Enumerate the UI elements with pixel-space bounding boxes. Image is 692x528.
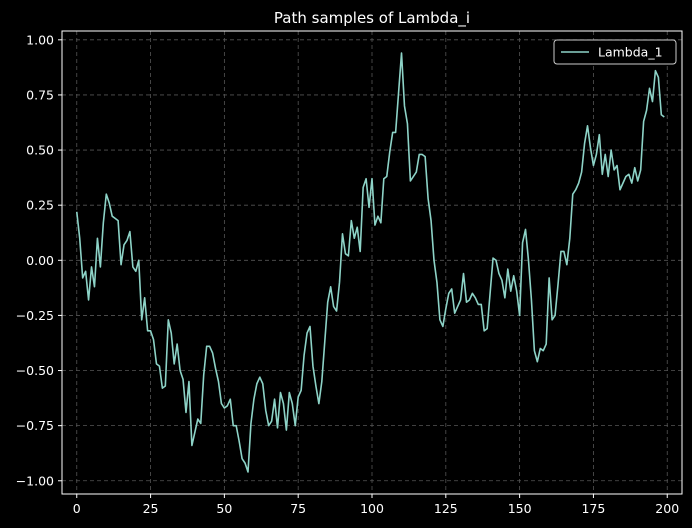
- x-tick-label: 200: [655, 501, 679, 516]
- plot-frame: [61, 30, 683, 495]
- legend-box: [553, 39, 677, 65]
- y-tick-label: −0.75: [16, 418, 54, 433]
- y-tick-label: 0.75: [26, 87, 54, 102]
- grid: [62, 31, 682, 494]
- legend-label-lambda-1: Lambda_1: [598, 45, 663, 60]
- series-line-lambda-1: [75, 52, 665, 473]
- y-axis: −1.00 −0.75 −0.50 −0.25 0.00 0.25 0.50 0.75 1.00: [16, 32, 62, 488]
- y-tick-label: −0.25: [16, 308, 54, 323]
- x-tick-label: 50: [216, 501, 232, 516]
- y-tick-label: −1.00: [16, 473, 54, 488]
- x-tick-label: 75: [290, 501, 306, 516]
- y-tick-label: 0.00: [26, 253, 54, 268]
- y-tick-label: 0.50: [26, 143, 54, 158]
- series-layer: [75, 52, 665, 473]
- x-tick-label: 125: [434, 501, 458, 516]
- x-tick-label: 150: [508, 501, 532, 516]
- x-axis: 0 25 50 75 100 125 150 175 200: [73, 494, 679, 516]
- x-tick-label: 175: [581, 501, 605, 516]
- y-tick-label: 0.25: [26, 198, 54, 213]
- chart-title: Path samples of Lambda_i: [274, 9, 470, 28]
- x-tick-label: 0: [73, 501, 81, 516]
- y-tick-label: 1.00: [26, 32, 54, 47]
- x-tick-label: 25: [143, 501, 159, 516]
- legend: Lambda_1: [553, 39, 677, 65]
- y-tick-label: −0.50: [16, 363, 54, 378]
- x-tick-label: 100: [360, 501, 384, 516]
